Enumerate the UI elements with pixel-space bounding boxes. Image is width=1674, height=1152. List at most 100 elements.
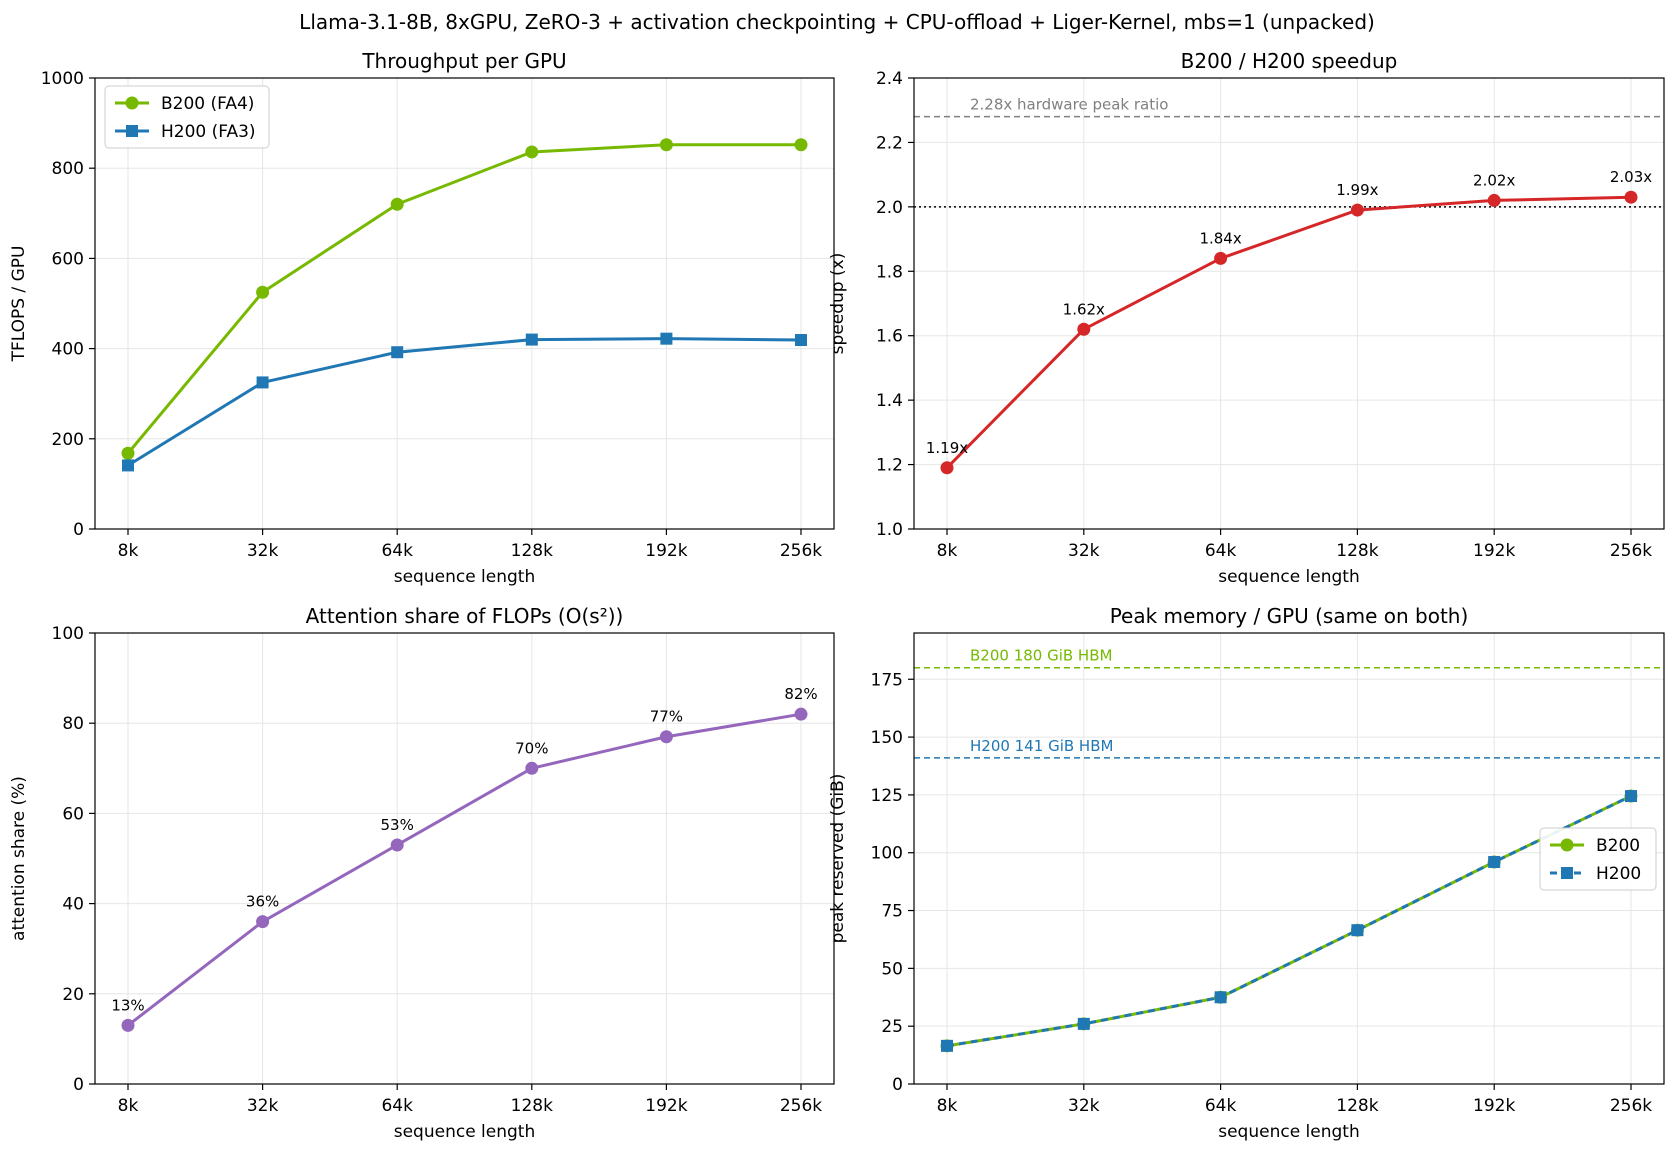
y-tick-label: 600 bbox=[52, 249, 84, 269]
chart-title: Peak memory / GPU (same on both) bbox=[1110, 604, 1469, 628]
data-point bbox=[256, 285, 270, 299]
y-tick-label: 25 bbox=[881, 1017, 903, 1037]
series-line bbox=[945, 195, 1632, 469]
series-b200-fa4- bbox=[121, 138, 808, 460]
data-label: 70% bbox=[515, 739, 548, 757]
x-axis-label: sequence length bbox=[1218, 567, 1360, 587]
data-label: 1.62x bbox=[1063, 300, 1105, 318]
x-tick-label: 128k bbox=[1336, 541, 1378, 561]
chart-memory: B200 180 GiB HBM H200 141 GiB HBM 8k 32k 64k… bbox=[828, 604, 1665, 1142]
series-line bbox=[127, 337, 802, 467]
data-point bbox=[391, 346, 404, 359]
data-point bbox=[1351, 924, 1364, 937]
data-label: 13% bbox=[111, 996, 144, 1014]
y-tick-label: 0 bbox=[73, 520, 84, 540]
chart-title: Throughput per GPU bbox=[361, 49, 566, 73]
series-line bbox=[946, 794, 1632, 1048]
data-point bbox=[795, 334, 807, 347]
y-tick-label: 1.8 bbox=[876, 262, 903, 282]
data-point bbox=[525, 761, 539, 775]
chart-speedup: 2.28x hardware peak ratio 1.19x 1.62x 1.84x… bbox=[828, 49, 1665, 587]
x-tick-label: 256k bbox=[780, 541, 822, 561]
data-point bbox=[390, 838, 404, 852]
y-tick-label: 150 bbox=[871, 728, 903, 748]
data-point bbox=[256, 376, 269, 389]
legend: B200 (FA4) H200 (FA3) bbox=[104, 85, 270, 149]
data-point bbox=[1488, 855, 1501, 868]
y-axis-label: peak reserved (GiB) bbox=[828, 774, 848, 944]
data-label: 2.02x bbox=[1473, 171, 1515, 189]
data-point bbox=[1624, 190, 1638, 204]
x-tick-label: 128k bbox=[511, 1096, 553, 1116]
y-tick-label: 80 bbox=[62, 714, 84, 734]
legend-marker bbox=[1560, 838, 1574, 852]
data-point bbox=[1077, 322, 1091, 336]
x-tick-label: 256k bbox=[1610, 541, 1652, 561]
y-tick-label: 175 bbox=[871, 670, 903, 690]
chart-title: B200 / H200 speedup bbox=[1181, 49, 1398, 73]
x-tick-label: 8k bbox=[118, 1096, 139, 1116]
y-tick-label: 1000 bbox=[41, 69, 84, 89]
x-tick-label: 128k bbox=[1336, 1096, 1378, 1116]
y-tick-label: 1.2 bbox=[876, 456, 903, 476]
data-point bbox=[1350, 203, 1364, 217]
data-point bbox=[525, 145, 539, 159]
x-tick-label: 32k bbox=[247, 1096, 279, 1116]
data-label: 82% bbox=[784, 685, 817, 703]
data-point bbox=[940, 461, 954, 475]
y-tick-label: 200 bbox=[52, 430, 84, 450]
x-tick-label: 128k bbox=[511, 541, 553, 561]
y-tick-label: 40 bbox=[62, 895, 84, 915]
x-axis-label: sequence length bbox=[394, 1122, 536, 1142]
data-label: 2.03x bbox=[1610, 168, 1652, 186]
x-tick-label: 32k bbox=[1068, 541, 1100, 561]
plot-frame bbox=[94, 77, 835, 530]
chart-title: Attention share of FLOPs (O(s²)) bbox=[306, 604, 624, 628]
y-tick-label: 125 bbox=[871, 786, 903, 806]
data-point bbox=[1214, 251, 1228, 265]
x-tick-label: 32k bbox=[247, 541, 279, 561]
x-tick-label: 8k bbox=[937, 1096, 958, 1116]
data-point bbox=[121, 1018, 135, 1032]
y-tick-label: 1.0 bbox=[876, 520, 903, 540]
x-axis-label: sequence length bbox=[394, 567, 536, 587]
legend-entry: B200 (FA4) bbox=[161, 94, 254, 114]
legend-entry: B200 bbox=[1596, 836, 1640, 856]
reference-line-label: B200 180 GiB HBM bbox=[970, 647, 1112, 665]
reference-line-label: H200 141 GiB HBM bbox=[970, 737, 1113, 755]
legend: B200 H200 bbox=[1539, 827, 1657, 891]
x-tick-label: 192k bbox=[645, 1096, 687, 1116]
series-line bbox=[946, 794, 1632, 1048]
y-tick-label: 100 bbox=[52, 624, 84, 644]
y-tick-label: 20 bbox=[62, 985, 84, 1005]
data-point bbox=[659, 138, 673, 152]
series-line bbox=[127, 712, 802, 1027]
data-point bbox=[256, 915, 270, 929]
data-point bbox=[660, 332, 673, 345]
y-tick-label: 800 bbox=[52, 159, 84, 179]
y-tick-label: 100 bbox=[871, 844, 903, 864]
series-main: 1.19x 1.62x 1.84x 1.99x 2.02x 2.03x bbox=[926, 168, 1652, 475]
x-tick-label: 64k bbox=[1205, 1096, 1237, 1116]
data-point bbox=[121, 446, 135, 460]
data-point bbox=[1214, 991, 1227, 1004]
y-tick-label: 0 bbox=[73, 1075, 84, 1095]
y-tick-label: 2.4 bbox=[876, 69, 903, 89]
series-b200 bbox=[940, 789, 1638, 1053]
x-axis-label: sequence length bbox=[1218, 1122, 1360, 1142]
y-axis-label: attention share (%) bbox=[9, 776, 29, 941]
data-point bbox=[390, 197, 404, 211]
data-point bbox=[525, 333, 538, 346]
data-point bbox=[122, 459, 134, 472]
chart-attention: 13% 36% 53% 70% 77% 82% 8k 32k 64k 128k 192k 256k 0 2… bbox=[9, 604, 835, 1142]
y-tick-label: 60 bbox=[62, 804, 84, 824]
x-tick-label: 8k bbox=[937, 541, 958, 561]
data-label: 1.19x bbox=[926, 439, 968, 457]
data-point bbox=[1625, 790, 1637, 803]
legend-marker bbox=[125, 96, 139, 110]
data-label: 36% bbox=[246, 893, 279, 911]
data-label: 77% bbox=[650, 708, 683, 726]
y-axis-label: speedup (x) bbox=[828, 253, 848, 355]
data-label: 1.99x bbox=[1336, 181, 1378, 199]
y-tick-label: 1.4 bbox=[876, 391, 903, 411]
